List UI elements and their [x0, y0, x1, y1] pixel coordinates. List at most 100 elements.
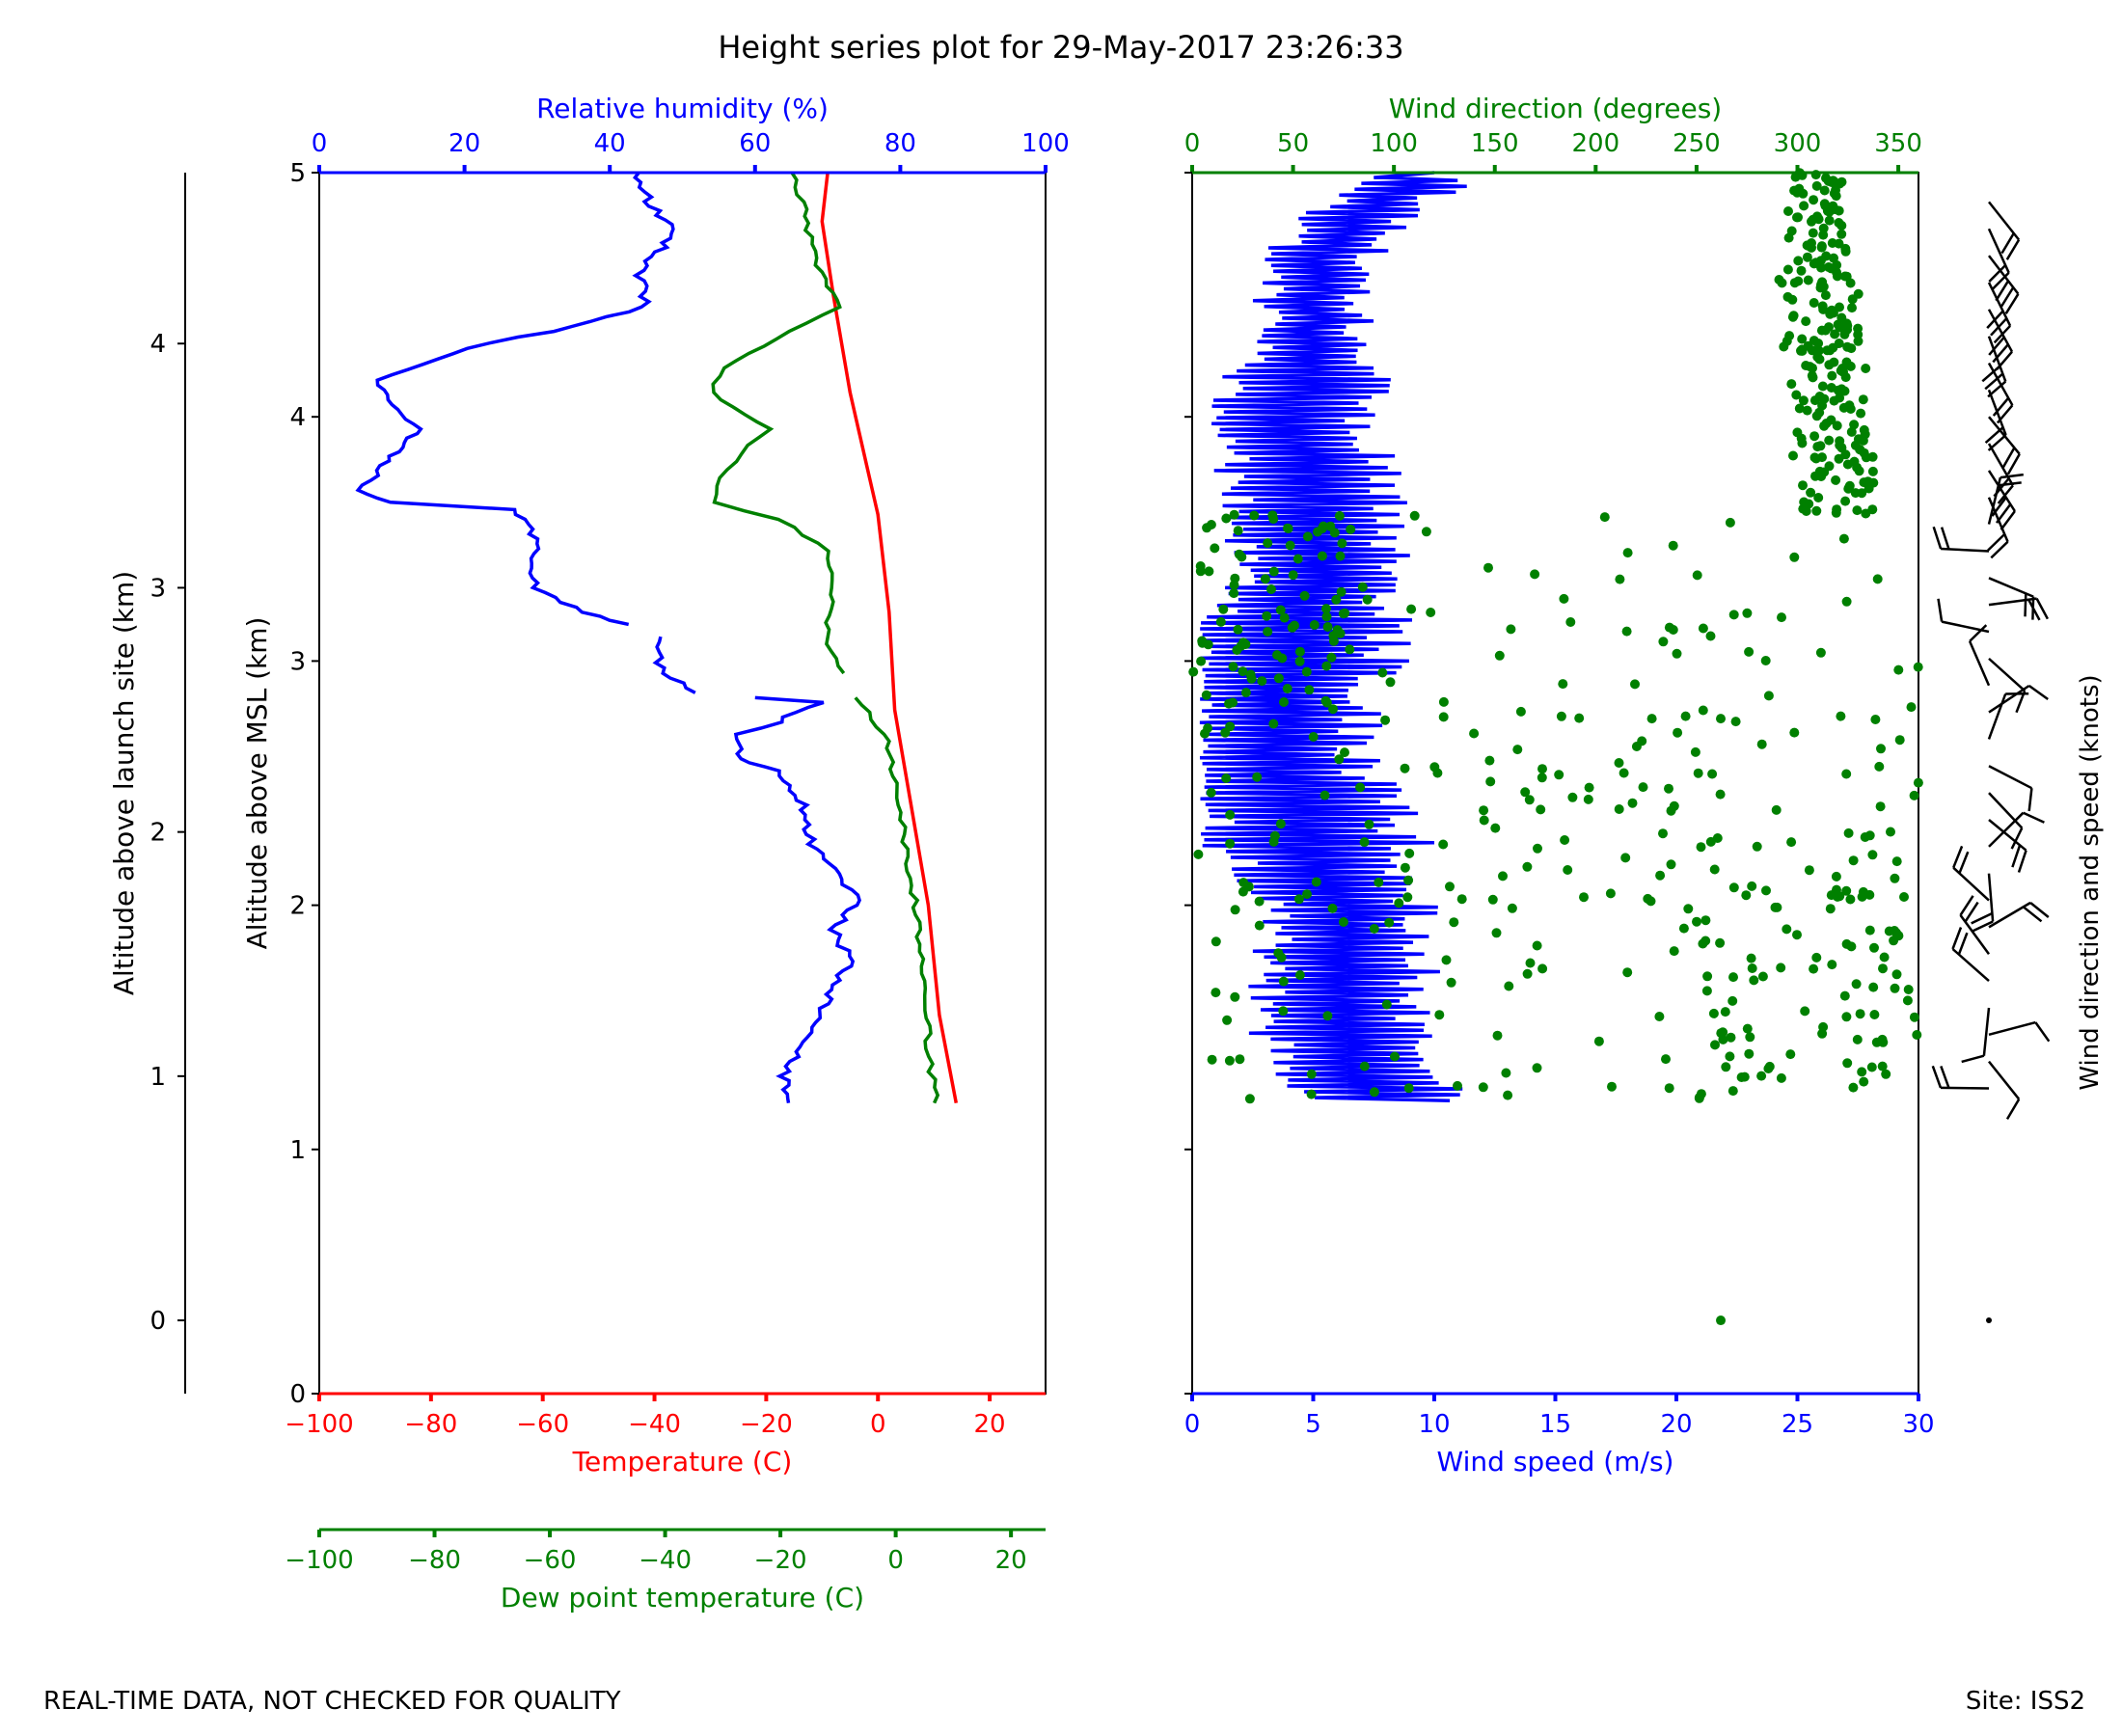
wind-direction-point — [1322, 622, 1333, 632]
wind-direction-point — [1193, 849, 1204, 859]
wind-direction-point — [1338, 609, 1348, 619]
agl-tick-label: 2 — [150, 819, 166, 848]
wind-barb-flag — [1987, 380, 2007, 398]
wind-direction-point — [1866, 1062, 1877, 1072]
wind-direction-point — [1530, 569, 1540, 580]
wind-direction-point — [1669, 946, 1679, 957]
wind-barb-flag — [1940, 527, 1950, 550]
wind-direction-point — [1664, 1083, 1674, 1094]
wind-direction-point — [1668, 625, 1678, 635]
wind-direction-point — [1269, 830, 1280, 841]
wind-barb-flag — [1984, 426, 2004, 445]
wind-barb-shaft — [1987, 693, 2007, 740]
wind-direction-point — [1680, 711, 1691, 721]
wind-direction-point — [1369, 1087, 1379, 1098]
wind-barb-shaft — [1941, 620, 1990, 634]
wind-direction-point — [1215, 616, 1226, 627]
wind-direction-point — [1494, 650, 1505, 661]
wind-direction-point — [1808, 228, 1818, 238]
wind-direction-point — [1490, 823, 1501, 833]
wind-barb-shaft — [1988, 255, 2020, 295]
wind-direction-point — [1593, 1036, 1604, 1046]
wind-direction-point — [1890, 983, 1900, 993]
wind-barb-flag — [2000, 473, 2024, 479]
wind-direction-point — [1819, 467, 1830, 477]
wind-direction-point — [1861, 364, 1871, 373]
wind-direction-point — [1846, 941, 1857, 952]
wind-barb-shaft — [1988, 811, 2025, 848]
msl-tick-label: 2 — [289, 892, 306, 921]
wind-direction-point — [1786, 837, 1797, 848]
wind-direction-point — [1870, 715, 1881, 724]
wind-direction-point — [1821, 173, 1831, 183]
wind-direction-point — [1841, 769, 1852, 779]
wind-direction-point — [1579, 892, 1589, 903]
wind-direction-point — [1384, 917, 1395, 928]
site-label: Site: ISS2 — [1966, 1687, 2085, 1716]
wind-direction-point — [1374, 877, 1384, 887]
wind-barb-flag — [2017, 850, 2027, 873]
wind-direction-point — [1874, 761, 1885, 772]
temperature-tick-label: −60 — [516, 1410, 569, 1439]
wind-direction-point — [1630, 679, 1640, 690]
wind-direction-point — [1229, 588, 1239, 599]
wind-direction-point — [1254, 896, 1265, 907]
wind-direction-point — [1834, 339, 1844, 348]
wind-barb-flag — [1952, 845, 1964, 869]
wind-direction-point — [1852, 462, 1863, 473]
wind-direction-point — [1844, 400, 1855, 411]
wind-direction-point — [1835, 302, 1844, 312]
wind-speed-line — [1199, 171, 1467, 1102]
wind-direction-point — [1359, 1061, 1370, 1071]
wind-direction-point — [1619, 768, 1629, 778]
wind-direction-point — [1369, 924, 1379, 934]
wind-direction-point — [1321, 661, 1332, 671]
wind-direction-point — [1620, 853, 1631, 863]
wind-direction-point — [1658, 828, 1668, 839]
wind-barb-flag — [2010, 827, 2024, 850]
wind-direction-point — [1815, 441, 1826, 451]
wind-direction-point — [1446, 977, 1456, 988]
agl-tick-label: 1 — [150, 1063, 166, 1092]
temperature-tick-label: 0 — [870, 1410, 886, 1439]
wind-direction-point — [1622, 548, 1633, 558]
wind-direction-point — [1799, 497, 1809, 507]
dewpoint-tick-label: 20 — [995, 1546, 1027, 1575]
wind-direction-point — [1761, 885, 1771, 896]
wind-direction-point — [1290, 620, 1299, 631]
wind-direction-point — [1364, 819, 1374, 829]
wind-direction-point — [1829, 253, 1838, 263]
wind-direction-point — [1696, 842, 1706, 853]
wind-direction-point — [1404, 848, 1415, 858]
dewpoint-tick-label: −60 — [524, 1546, 577, 1575]
wind-direction-point — [1813, 339, 1824, 348]
wind-direction-point — [1832, 420, 1842, 431]
temperature-tick-label: −100 — [285, 1410, 353, 1439]
wind-direction-point — [1817, 1028, 1828, 1039]
wind-direction-point — [1381, 999, 1392, 1010]
wind-direction-point — [1792, 212, 1802, 223]
wind-direction-point — [1322, 1011, 1333, 1021]
wind-direction-point — [1692, 916, 1701, 927]
wind-direction-point — [1749, 975, 1759, 986]
direction-tick-label: 100 — [1370, 129, 1418, 158]
wind-direction-point — [1583, 794, 1593, 804]
wind-direction-point — [1701, 986, 1712, 996]
wind-direction-point — [1228, 697, 1238, 708]
wind-direction-point — [1839, 271, 1850, 282]
wind-direction-point — [1831, 191, 1841, 202]
wind-direction-point — [1825, 309, 1836, 319]
wind-direction-point — [1276, 952, 1287, 963]
wind-barb-flag — [1991, 496, 2007, 517]
wind-direction-point — [1797, 334, 1808, 344]
wind-direction-point — [1328, 636, 1339, 646]
wind-direction-point — [1819, 393, 1830, 404]
dewpoint-tick-label: −40 — [639, 1546, 692, 1575]
wind-direction-point — [1210, 543, 1220, 554]
wind-direction-point — [1813, 493, 1824, 502]
wind-barb-flag — [1971, 920, 1994, 933]
wind-direction-point — [1257, 676, 1267, 687]
wind-direction-point — [1426, 608, 1436, 617]
wind-direction-point — [1605, 888, 1616, 899]
